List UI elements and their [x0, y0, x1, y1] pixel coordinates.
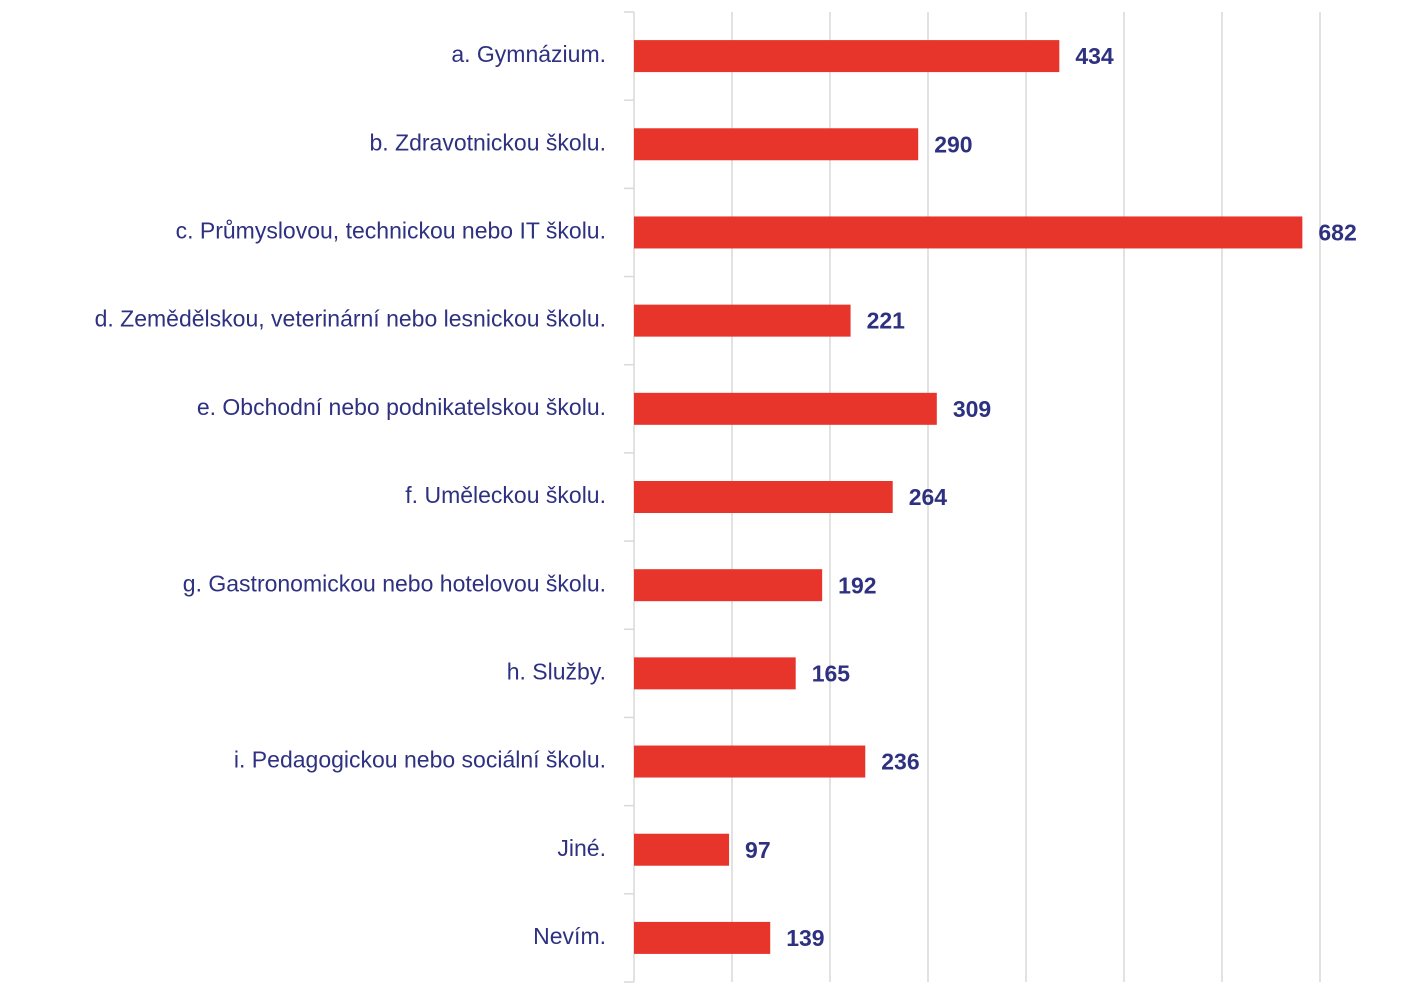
- bar: [634, 304, 851, 337]
- bar: [634, 657, 796, 690]
- data-label: 290: [934, 131, 972, 157]
- category-label: c. Průmyslovou, technickou nebo IT školu…: [176, 218, 606, 244]
- data-label: 165: [812, 660, 851, 686]
- bar: [634, 921, 771, 954]
- category-label: a. Gymnázium.: [451, 41, 606, 67]
- data-label: 221: [867, 308, 906, 334]
- data-label: 434: [1075, 43, 1114, 69]
- data-label: 192: [838, 572, 876, 598]
- bar: [634, 40, 1060, 73]
- category-label: b. Zdravotnickou školu.: [369, 129, 606, 155]
- data-label: 236: [881, 749, 919, 775]
- bar: [634, 128, 919, 161]
- category-label: h. Služby.: [507, 658, 606, 684]
- category-label: d. Zemědělskou, veterinární nebo lesnick…: [95, 306, 606, 332]
- category-label: g. Gastronomickou nebo hotelovou školu.: [183, 570, 606, 596]
- category-label: f. Uměleckou školu.: [405, 482, 606, 508]
- bar: [634, 481, 893, 513]
- data-label: 682: [1318, 220, 1356, 246]
- data-label: 264: [909, 484, 948, 510]
- data-label: 309: [953, 396, 991, 422]
- bar: [634, 745, 866, 778]
- bar: [634, 216, 1303, 249]
- data-label: 139: [786, 925, 824, 951]
- bar: [634, 569, 823, 602]
- category-label: Jiné.: [557, 835, 606, 861]
- bar: [634, 833, 730, 866]
- data-label: 97: [745, 837, 771, 863]
- category-label: e. Obchodní nebo podnikatelskou školu.: [197, 394, 606, 420]
- bar: [634, 392, 937, 425]
- category-label: i. Pedagogickou nebo sociální školu.: [234, 747, 606, 773]
- category-label: Nevím.: [533, 923, 606, 949]
